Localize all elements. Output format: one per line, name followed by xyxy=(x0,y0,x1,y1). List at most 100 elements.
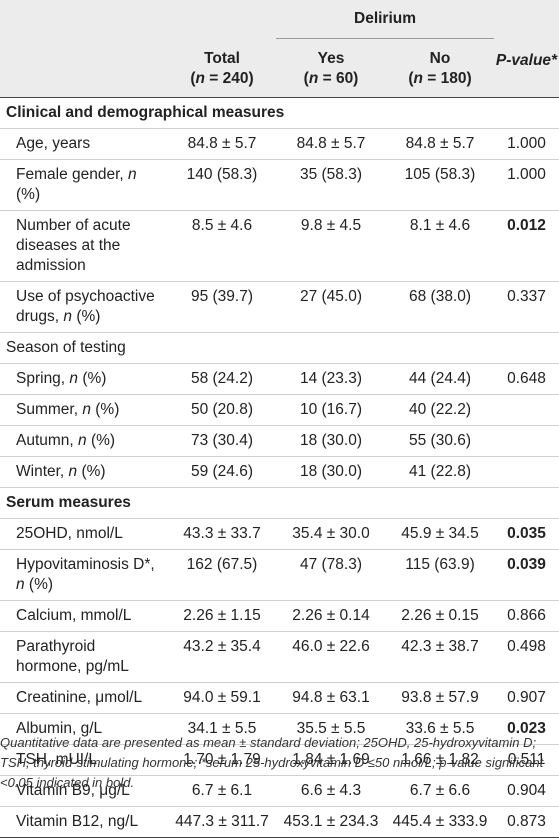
row-label: Winter, n (%) xyxy=(0,456,168,488)
row-label: Female gender, n (%) xyxy=(0,159,168,211)
cell-no: 84.8 ± 5.7 xyxy=(386,128,495,160)
cell-no: 93.8 ± 57.9 xyxy=(386,682,495,714)
table-row: Winter, n (%) 59 (24.6) 18 (30.0) 41 (22.8) xyxy=(0,456,559,488)
cell-no: 55 (30.6) xyxy=(386,425,495,457)
column-n: (n = 240) xyxy=(190,69,254,87)
header-blank-cell xyxy=(494,0,559,39)
cell-no: 105 (58.3) xyxy=(386,159,495,211)
cell-yes: 1.84 ± 1.69 xyxy=(276,744,386,776)
row-label: TSH, mUI/L xyxy=(0,744,168,776)
cell-total: 140 (58.3) xyxy=(168,159,276,211)
cell-pvalue: 1.000 xyxy=(494,128,559,160)
row-label: Creatinine, μmol/L xyxy=(0,682,168,714)
cell-yes: 9.8 ± 4.5 xyxy=(276,210,386,282)
cell-no: 40 (22.2) xyxy=(386,394,495,426)
cell-no: 41 (22.8) xyxy=(386,456,495,488)
table-row: Age, years 84.8 ± 5.7 84.8 ± 5.7 84.8 ± 5.7… xyxy=(0,128,559,160)
pvalue-label: P-value* xyxy=(495,51,558,69)
row-label: 25OHD, nmol/L xyxy=(0,518,168,550)
row-label: Number of acute diseases at the admissio… xyxy=(0,210,168,282)
cell-total: 8.5 ± 4.6 xyxy=(168,210,276,282)
cell-total: 6.7 ± 6.1 xyxy=(168,775,276,807)
column-header-pvalue: P-value* xyxy=(494,38,559,98)
table-row: Number of acute diseases at the admissio… xyxy=(0,210,559,282)
table-row: Calcium, mmol/L 2.26 ± 1.15 2.26 ± 0.14 2.2… xyxy=(0,600,559,632)
cell-yes: 6.6 ± 4.3 xyxy=(276,775,386,807)
table-row: TSH, mUI/L 1.70 ± 1.79 1.84 ± 1.69 1.66 ± 1… xyxy=(0,744,559,776)
cell-total: 43.3 ± 33.7 xyxy=(168,518,276,550)
cell-pvalue: 0.012 xyxy=(494,210,559,282)
table-row: Vitamin B9, μg/L 6.7 ± 6.1 6.6 ± 4.3 6.7 ± … xyxy=(0,775,559,807)
cell-pvalue: 0.866 xyxy=(494,600,559,632)
cell-total: 84.8 ± 5.7 xyxy=(168,128,276,160)
cell-yes: 35 (58.3) xyxy=(276,159,386,211)
cell-pvalue xyxy=(494,456,559,488)
cell-pvalue: 0.648 xyxy=(494,363,559,395)
cell-yes: 14 (23.3) xyxy=(276,363,386,395)
cell-no: 8.1 ± 4.6 xyxy=(386,210,495,282)
row-label: Albumin, g/L xyxy=(0,713,168,745)
cell-yes: 27 (45.0) xyxy=(276,281,386,333)
delirium-group-header: Delirium xyxy=(276,0,495,39)
cell-pvalue: 0.023 xyxy=(494,713,559,745)
cell-total: 95 (39.7) xyxy=(168,281,276,333)
row-label: Spring, n (%) xyxy=(0,363,168,395)
cell-total: 447.3 ± 311.7 xyxy=(168,806,276,838)
table-row: Spring, n (%) 58 (24.2) 14 (23.3) 44 (24.4)… xyxy=(0,363,559,395)
column-name: Yes xyxy=(317,50,345,67)
group-heading: Season of testing xyxy=(0,332,559,364)
column-header-yes: Yes (n = 60) xyxy=(276,38,386,98)
cell-yes: 10 (16.7) xyxy=(276,394,386,426)
row-label: Vitamin B9, μg/L xyxy=(0,775,168,807)
column-n: (n = 180) xyxy=(408,70,472,87)
table-row: 25OHD, nmol/L 43.3 ± 33.7 35.4 ± 30.0 45.9 … xyxy=(0,518,559,550)
column-name: Total xyxy=(204,49,240,67)
table-row: Parathyroid hormone, pg/mL 43.2 ± 35.4 46.… xyxy=(0,631,559,683)
cell-yes: 35.4 ± 30.0 xyxy=(276,518,386,550)
cell-no: 2.26 ± 0.15 xyxy=(386,600,495,632)
cell-total: 58 (24.2) xyxy=(168,363,276,395)
cell-pvalue: 0.039 xyxy=(494,549,559,601)
column-n: (n = 60) xyxy=(303,70,359,87)
cell-no: 33.6 ± 5.5 xyxy=(386,713,495,745)
table-body: Clinical and demographical measures Age, … xyxy=(0,97,559,838)
table-row: Creatinine, μmol/L 94.0 ± 59.1 94.8 ± 63.1… xyxy=(0,682,559,714)
cell-total: 43.2 ± 35.4 xyxy=(168,631,276,683)
cell-yes: 35.5 ± 5.5 xyxy=(276,713,386,745)
section-heading: Serum measures xyxy=(0,487,559,519)
cell-no: 1.66 ± 1.82 xyxy=(386,744,495,776)
header-blank-cell xyxy=(0,0,168,39)
header-blank-cell xyxy=(0,38,168,98)
cell-pvalue: 1.000 xyxy=(494,159,559,211)
cell-pvalue: 0.904 xyxy=(494,775,559,807)
table-row: Hypovitaminosis D*, n (%) 162 (67.5) 47 (7… xyxy=(0,549,559,601)
row-label: Summer, n (%) xyxy=(0,394,168,426)
table-row: Albumin, g/L 34.1 ± 5.5 35.5 ± 5.5 33.6 ± 5… xyxy=(0,713,559,745)
cell-pvalue: 0.498 xyxy=(494,631,559,683)
row-label: Calcium, mmol/L xyxy=(0,600,168,632)
column-header-total: Total (n = 240) xyxy=(168,38,276,98)
cell-yes: 84.8 ± 5.7 xyxy=(276,128,386,160)
cell-no: 44 (24.4) xyxy=(386,363,495,395)
table-row: Autumn, n (%) 73 (30.4) 18 (30.0) 55 (30.6) xyxy=(0,425,559,457)
cell-no: 445.4 ± 333.9 xyxy=(386,806,495,838)
cell-no: 6.7 ± 6.6 xyxy=(386,775,495,807)
cell-yes: 94.8 ± 63.1 xyxy=(276,682,386,714)
cell-yes: 18 (30.0) xyxy=(276,425,386,457)
row-label: Use of psychoactive drugs, n (%) xyxy=(0,281,168,333)
cell-total: 1.70 ± 1.79 xyxy=(168,744,276,776)
cell-pvalue xyxy=(494,394,559,426)
section-heading: Clinical and demographical measures xyxy=(0,97,559,129)
row-label: Vitamin B12, ng/L xyxy=(0,806,168,838)
cell-total: 73 (30.4) xyxy=(168,425,276,457)
cell-total: 59 (24.6) xyxy=(168,456,276,488)
cell-total: 2.26 ± 1.15 xyxy=(168,600,276,632)
table-row: Female gender, n (%) 140 (58.3) 35 (58.3) 1… xyxy=(0,159,559,211)
table-footnote: Quantitative data are presented as mean … xyxy=(0,735,544,790)
cell-yes: 46.0 ± 22.6 xyxy=(276,631,386,683)
cell-yes: 47 (78.3) xyxy=(276,549,386,601)
table-row: Season of testing xyxy=(0,332,559,364)
cell-pvalue: 0.907 xyxy=(494,682,559,714)
cell-yes: 2.26 ± 0.14 xyxy=(276,600,386,632)
